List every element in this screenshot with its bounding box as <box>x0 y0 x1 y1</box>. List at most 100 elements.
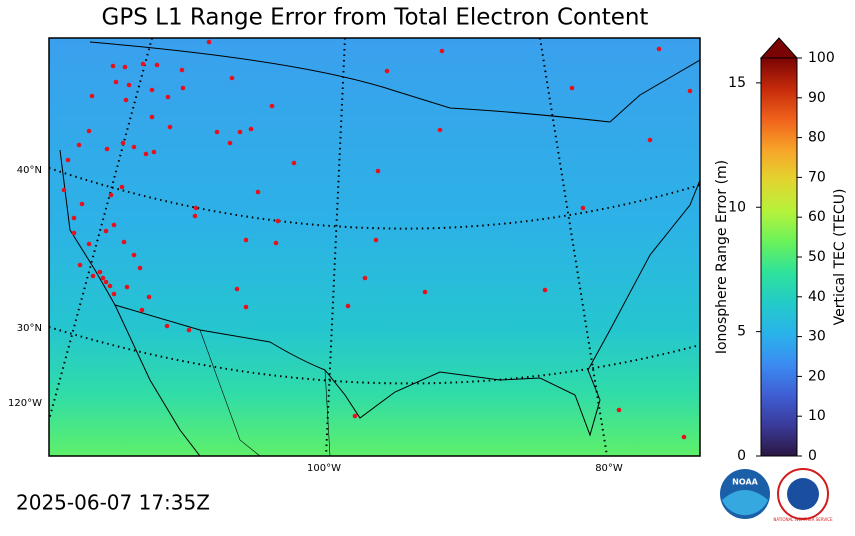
station <box>255 189 261 195</box>
station <box>131 144 137 150</box>
station <box>151 149 157 155</box>
station <box>108 192 114 198</box>
station <box>71 215 77 221</box>
colorbar-extend <box>759 37 799 59</box>
station <box>422 289 428 295</box>
station <box>234 286 240 292</box>
border <box>89 41 700 123</box>
tick-label-right: 70 <box>808 169 826 185</box>
station <box>122 64 128 70</box>
station <box>164 323 170 329</box>
station <box>89 93 95 99</box>
station <box>542 287 548 293</box>
colorbar-bar <box>760 57 798 457</box>
station <box>111 291 117 297</box>
station <box>687 88 693 94</box>
station <box>206 39 212 45</box>
station <box>192 213 198 219</box>
graticule-label: 80°W <box>595 463 623 474</box>
logo-text: NATIONAL WEATHER SERVICE <box>773 517 833 522</box>
logo-text: NOAA <box>732 478 758 487</box>
station <box>61 187 67 193</box>
station <box>86 241 92 247</box>
station <box>248 126 254 132</box>
coastline <box>59 149 201 456</box>
tick-label-right: 0 <box>808 448 817 464</box>
station <box>121 239 127 245</box>
tec-field <box>49 38 700 456</box>
tick-label-left: 15 <box>728 75 746 91</box>
map-frame <box>48 37 701 457</box>
station <box>120 140 126 146</box>
station <box>227 140 233 146</box>
station <box>375 168 381 174</box>
station <box>154 62 160 68</box>
colorbar: 0 10 20 30 40 50 60 70 80 90 100 0 5 10 15 <box>728 37 835 464</box>
tick-label-left: 10 <box>728 199 746 215</box>
station <box>110 63 116 69</box>
tick-label-right: 60 <box>808 209 826 225</box>
station <box>384 68 390 74</box>
tick-label-right: 20 <box>808 368 826 384</box>
station <box>103 279 109 285</box>
station <box>273 240 279 246</box>
station <box>104 146 110 152</box>
tick-label-right: 80 <box>808 130 826 146</box>
station <box>111 222 117 228</box>
station <box>569 85 575 91</box>
station <box>103 228 109 234</box>
map <box>49 38 700 456</box>
station <box>149 114 155 120</box>
station <box>186 327 192 333</box>
station <box>113 79 119 85</box>
noaa-logo: NOAA <box>720 469 770 519</box>
stations <box>61 39 693 440</box>
station <box>65 157 71 163</box>
station <box>352 413 358 419</box>
station <box>179 67 185 73</box>
station <box>123 97 129 103</box>
station <box>100 275 106 281</box>
tick-label-right: 30 <box>808 329 826 345</box>
nws-logo: NATIONAL WEATHER SERVICE <box>773 468 833 522</box>
station <box>373 237 379 243</box>
station <box>580 205 586 211</box>
station <box>119 184 125 190</box>
colorbar-label-left: Ionosphere Range Error (m) <box>714 160 730 354</box>
graticule-label: 30°N <box>17 323 42 334</box>
station <box>269 103 275 109</box>
station <box>616 407 622 413</box>
station <box>229 75 235 81</box>
station <box>139 307 145 313</box>
station <box>124 284 130 290</box>
station <box>275 218 281 224</box>
tick-label-right: 40 <box>808 289 826 305</box>
station <box>439 48 445 54</box>
title: GPS L1 Range Error from Total Electron C… <box>102 5 649 31</box>
tick-label-right: 50 <box>808 249 826 265</box>
station <box>193 205 199 211</box>
station <box>137 265 143 271</box>
station <box>647 137 653 143</box>
station <box>214 129 220 135</box>
graticule-label: 120°W <box>8 398 42 409</box>
station <box>291 160 297 166</box>
station <box>143 151 149 157</box>
station <box>165 94 171 100</box>
station <box>437 127 443 133</box>
station <box>167 124 173 130</box>
station <box>243 237 249 243</box>
station <box>149 87 155 93</box>
graticule-label: 40°N <box>17 165 42 176</box>
station <box>243 304 249 310</box>
station <box>97 269 103 275</box>
station <box>681 434 687 440</box>
tick-label-left: 0 <box>737 448 746 464</box>
station <box>126 82 132 88</box>
graticule <box>49 38 700 456</box>
station <box>90 273 96 279</box>
station <box>237 129 243 135</box>
graticule-label: 100°W <box>307 463 341 474</box>
station <box>140 61 146 67</box>
